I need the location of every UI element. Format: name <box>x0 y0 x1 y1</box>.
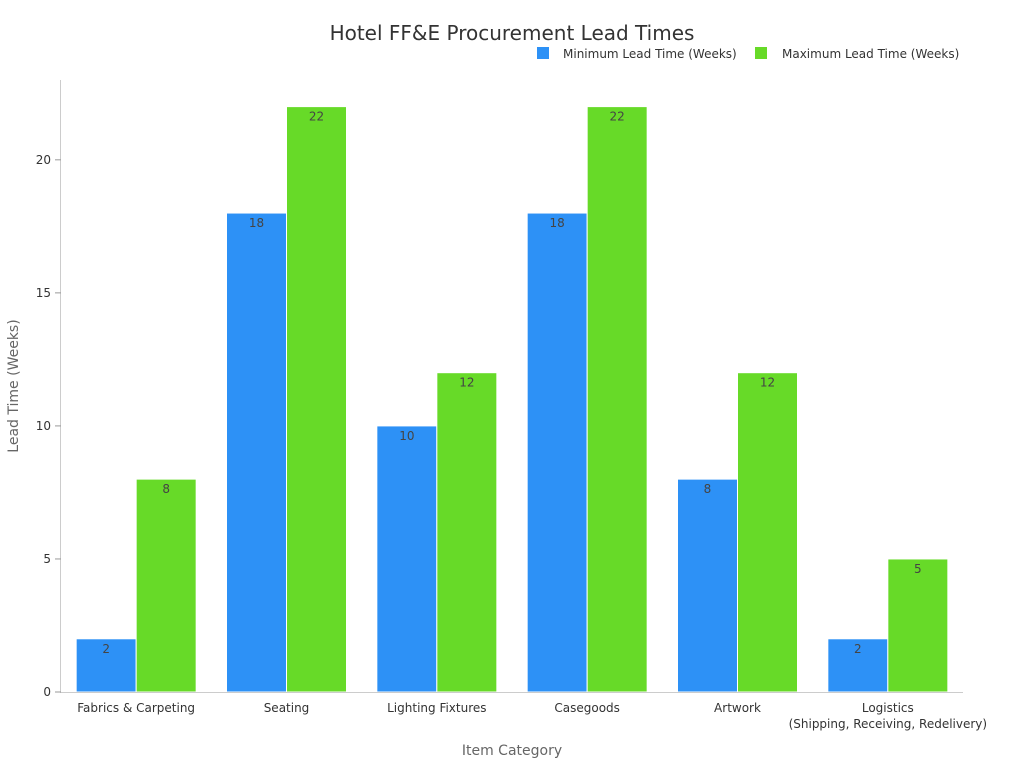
y-tick-label: 20 <box>36 153 51 167</box>
legend-swatch-min <box>537 47 549 59</box>
bar-min-0 <box>75 638 137 693</box>
x-tick-label: Lighting Fixtures <box>387 701 486 715</box>
bar-max-2 <box>436 372 498 693</box>
y-tick-label: 15 <box>36 286 51 300</box>
bar-value-label: 12 <box>760 376 775 390</box>
x-tick-label: Artwork <box>714 701 761 715</box>
legend-label-min: Minimum Lead Time (Weeks) <box>563 47 737 61</box>
bar-labels: 2 8 18 22 10 12 18 22 8 12 2 5 <box>102 110 921 656</box>
bar-max-5 <box>887 558 949 693</box>
x-tick-label: Seating <box>264 701 310 715</box>
bar-value-label: 22 <box>610 110 625 124</box>
bar-min-5 <box>827 638 889 693</box>
bars <box>75 106 949 693</box>
bar-min-2 <box>376 425 438 693</box>
bar-value-label: 8 <box>704 482 712 496</box>
bar-max-1 <box>286 106 347 693</box>
bar-value-label: 18 <box>550 216 565 230</box>
chart-title: Hotel FF&E Procurement Lead Times <box>330 21 695 45</box>
y-tick-label: 10 <box>36 419 51 433</box>
bar-min-3 <box>526 212 588 693</box>
legend-swatch-max <box>755 47 767 59</box>
bar-max-4 <box>737 372 798 693</box>
bar-max-3 <box>586 106 648 693</box>
y-tick-label: 0 <box>43 685 51 699</box>
y-axis-ticks: 0 5 10 15 20 <box>36 153 61 699</box>
bar-max-0 <box>135 478 197 693</box>
bar-min-4 <box>677 478 738 693</box>
bar-value-label: 12 <box>459 376 474 390</box>
legend-label-max: Maximum Lead Time (Weeks) <box>782 47 959 61</box>
y-axis-title: Lead Time (Weeks) <box>6 319 22 452</box>
bar-min-1 <box>226 212 287 693</box>
legend: Minimum Lead Time (Weeks) Maximum Lead T… <box>537 47 959 61</box>
bar-value-label: 8 <box>162 482 170 496</box>
y-tick-label: 5 <box>43 552 51 566</box>
bar-value-label: 10 <box>399 429 414 443</box>
x-tick-label: Logistics (Shipping, Receiving, Redeliver… <box>789 701 988 731</box>
bar-value-label: 5 <box>914 562 922 576</box>
x-axis-title: Item Category <box>462 743 562 759</box>
bar-value-label: 22 <box>309 110 324 124</box>
bar-value-label: 18 <box>249 216 264 230</box>
x-axis-ticks: Fabrics & Carpeting Seating Lighting Fixtu… <box>77 701 987 731</box>
bar-value-label: 2 <box>854 642 862 656</box>
bar-value-label: 2 <box>102 642 110 656</box>
x-tick-label: Fabrics & Carpeting <box>77 701 195 715</box>
x-tick-label: Casegoods <box>554 701 620 715</box>
